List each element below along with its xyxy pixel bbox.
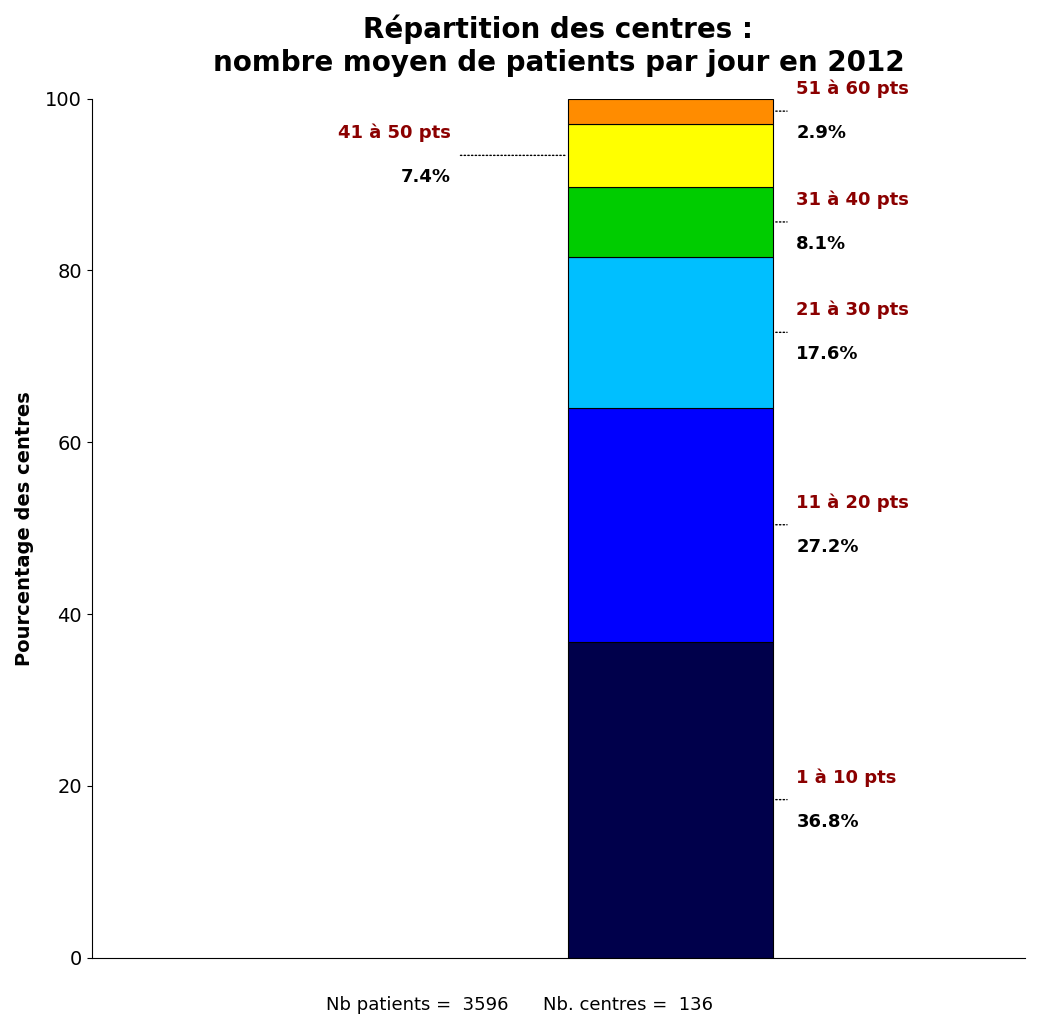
Text: 51 à 60 pts: 51 à 60 pts [797, 80, 909, 98]
Bar [568, 408, 773, 641]
Text: 41 à 50 pts: 41 à 50 pts [338, 124, 451, 143]
Bar [568, 257, 773, 408]
Text: 8.1%: 8.1% [797, 235, 847, 253]
Bar [568, 123, 773, 188]
Title: Répartition des centres :
nombre moyen de patients par jour en 2012: Répartition des centres : nombre moyen d… [212, 15, 904, 77]
Text: 7.4%: 7.4% [401, 168, 451, 186]
Text: 27.2%: 27.2% [797, 538, 859, 555]
Text: 36.8%: 36.8% [797, 812, 859, 831]
Text: 11 à 20 pts: 11 à 20 pts [797, 493, 909, 512]
Bar [568, 641, 773, 957]
Y-axis label: Pourcentage des centres: Pourcentage des centres [15, 391, 34, 665]
Text: Nb patients =  3596      Nb. centres =  136: Nb patients = 3596 Nb. centres = 136 [327, 996, 713, 1014]
Text: 17.6%: 17.6% [797, 345, 859, 364]
Bar [568, 188, 773, 257]
Bar [568, 98, 773, 123]
Text: 2.9%: 2.9% [797, 124, 847, 142]
Text: 1 à 10 pts: 1 à 10 pts [797, 769, 896, 786]
Text: 21 à 30 pts: 21 à 30 pts [797, 300, 909, 319]
Text: 31 à 40 pts: 31 à 40 pts [797, 191, 909, 209]
